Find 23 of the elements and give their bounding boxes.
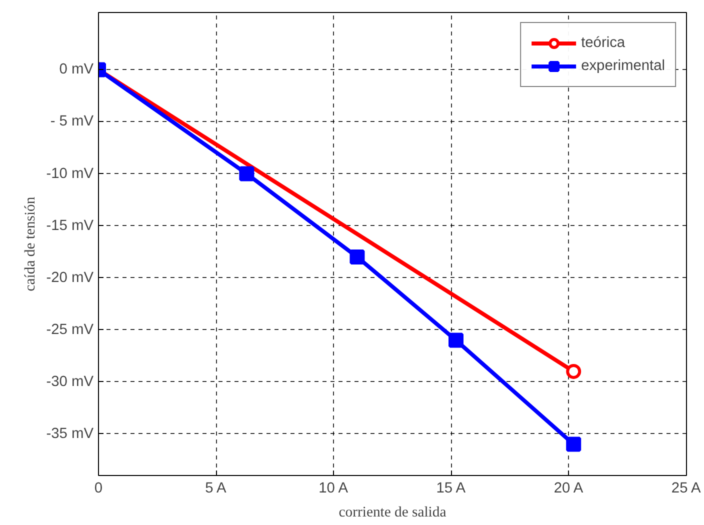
point	[350, 250, 365, 265]
point	[448, 332, 464, 348]
y-tick-label: -10 mV	[46, 166, 94, 182]
y-axis-title: caída de tensión	[22, 196, 38, 292]
legend-label: teórica	[581, 35, 626, 51]
x-tick-label: 0	[94, 480, 103, 496]
x-tick-label: 15 A	[436, 480, 466, 496]
y-tick-label: -20 mV	[46, 270, 94, 286]
y-tick-label: 0 mV	[59, 62, 94, 78]
y-tick-label: - 5 mV	[50, 114, 94, 130]
point	[239, 166, 254, 182]
point	[566, 364, 582, 379]
legend-label: experimental	[581, 58, 665, 74]
y-tick-label: -25 mV	[46, 322, 94, 338]
point	[566, 436, 582, 452]
x-axis-title: corriente de salida	[338, 504, 447, 520]
y-tick-label: -15 mV	[46, 218, 94, 234]
x-tick-label: 20 A	[554, 480, 584, 496]
y-tick-label: -30 mV	[46, 374, 94, 390]
x-tick-label: 5 A	[205, 480, 227, 496]
y-tick-label: -35 mV	[46, 426, 94, 442]
x-tick-label: 25 A	[671, 480, 701, 496]
x-tick-label: 10 A	[318, 480, 348, 496]
